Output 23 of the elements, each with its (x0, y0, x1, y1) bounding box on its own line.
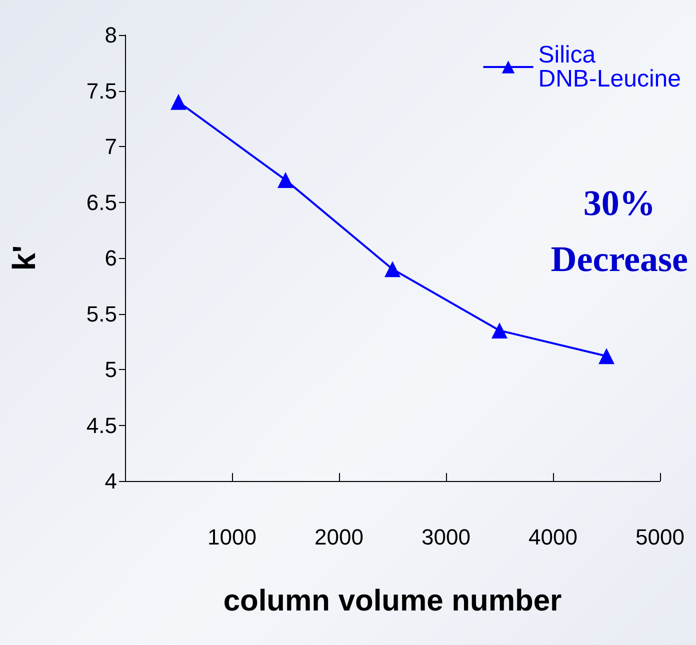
y-tick-label: 6.5 (86, 190, 117, 215)
y-tick-label: 7 (104, 134, 117, 159)
x-axis-title: column volume number (223, 584, 562, 618)
point (598, 348, 614, 364)
y-tick-label: 5.5 (86, 301, 117, 326)
y-tick-label: 4.5 (86, 412, 117, 438)
point (170, 94, 186, 110)
annotation: 30% Decrease (550, 183, 688, 279)
x-tick-label: 5000 (636, 524, 684, 550)
y-tick-label: 8 (104, 22, 117, 48)
y-tick-label: 7.5 (86, 78, 117, 104)
point (278, 172, 294, 188)
y-tick-label: 4 (104, 468, 117, 494)
point (492, 322, 508, 338)
x-tick-label: 4000 (528, 524, 578, 550)
point (384, 261, 400, 278)
legend-label: Silica DNB-Leucine (538, 42, 681, 92)
x-tick-label: 3000 (422, 524, 470, 550)
y-tick-label: 6 (104, 246, 117, 270)
x-tick-label: 1000 (208, 524, 256, 550)
y-axis-title: k' (6, 245, 42, 271)
y-tick-label: 5 (104, 357, 117, 382)
x-tick-label: 2000 (314, 524, 364, 550)
